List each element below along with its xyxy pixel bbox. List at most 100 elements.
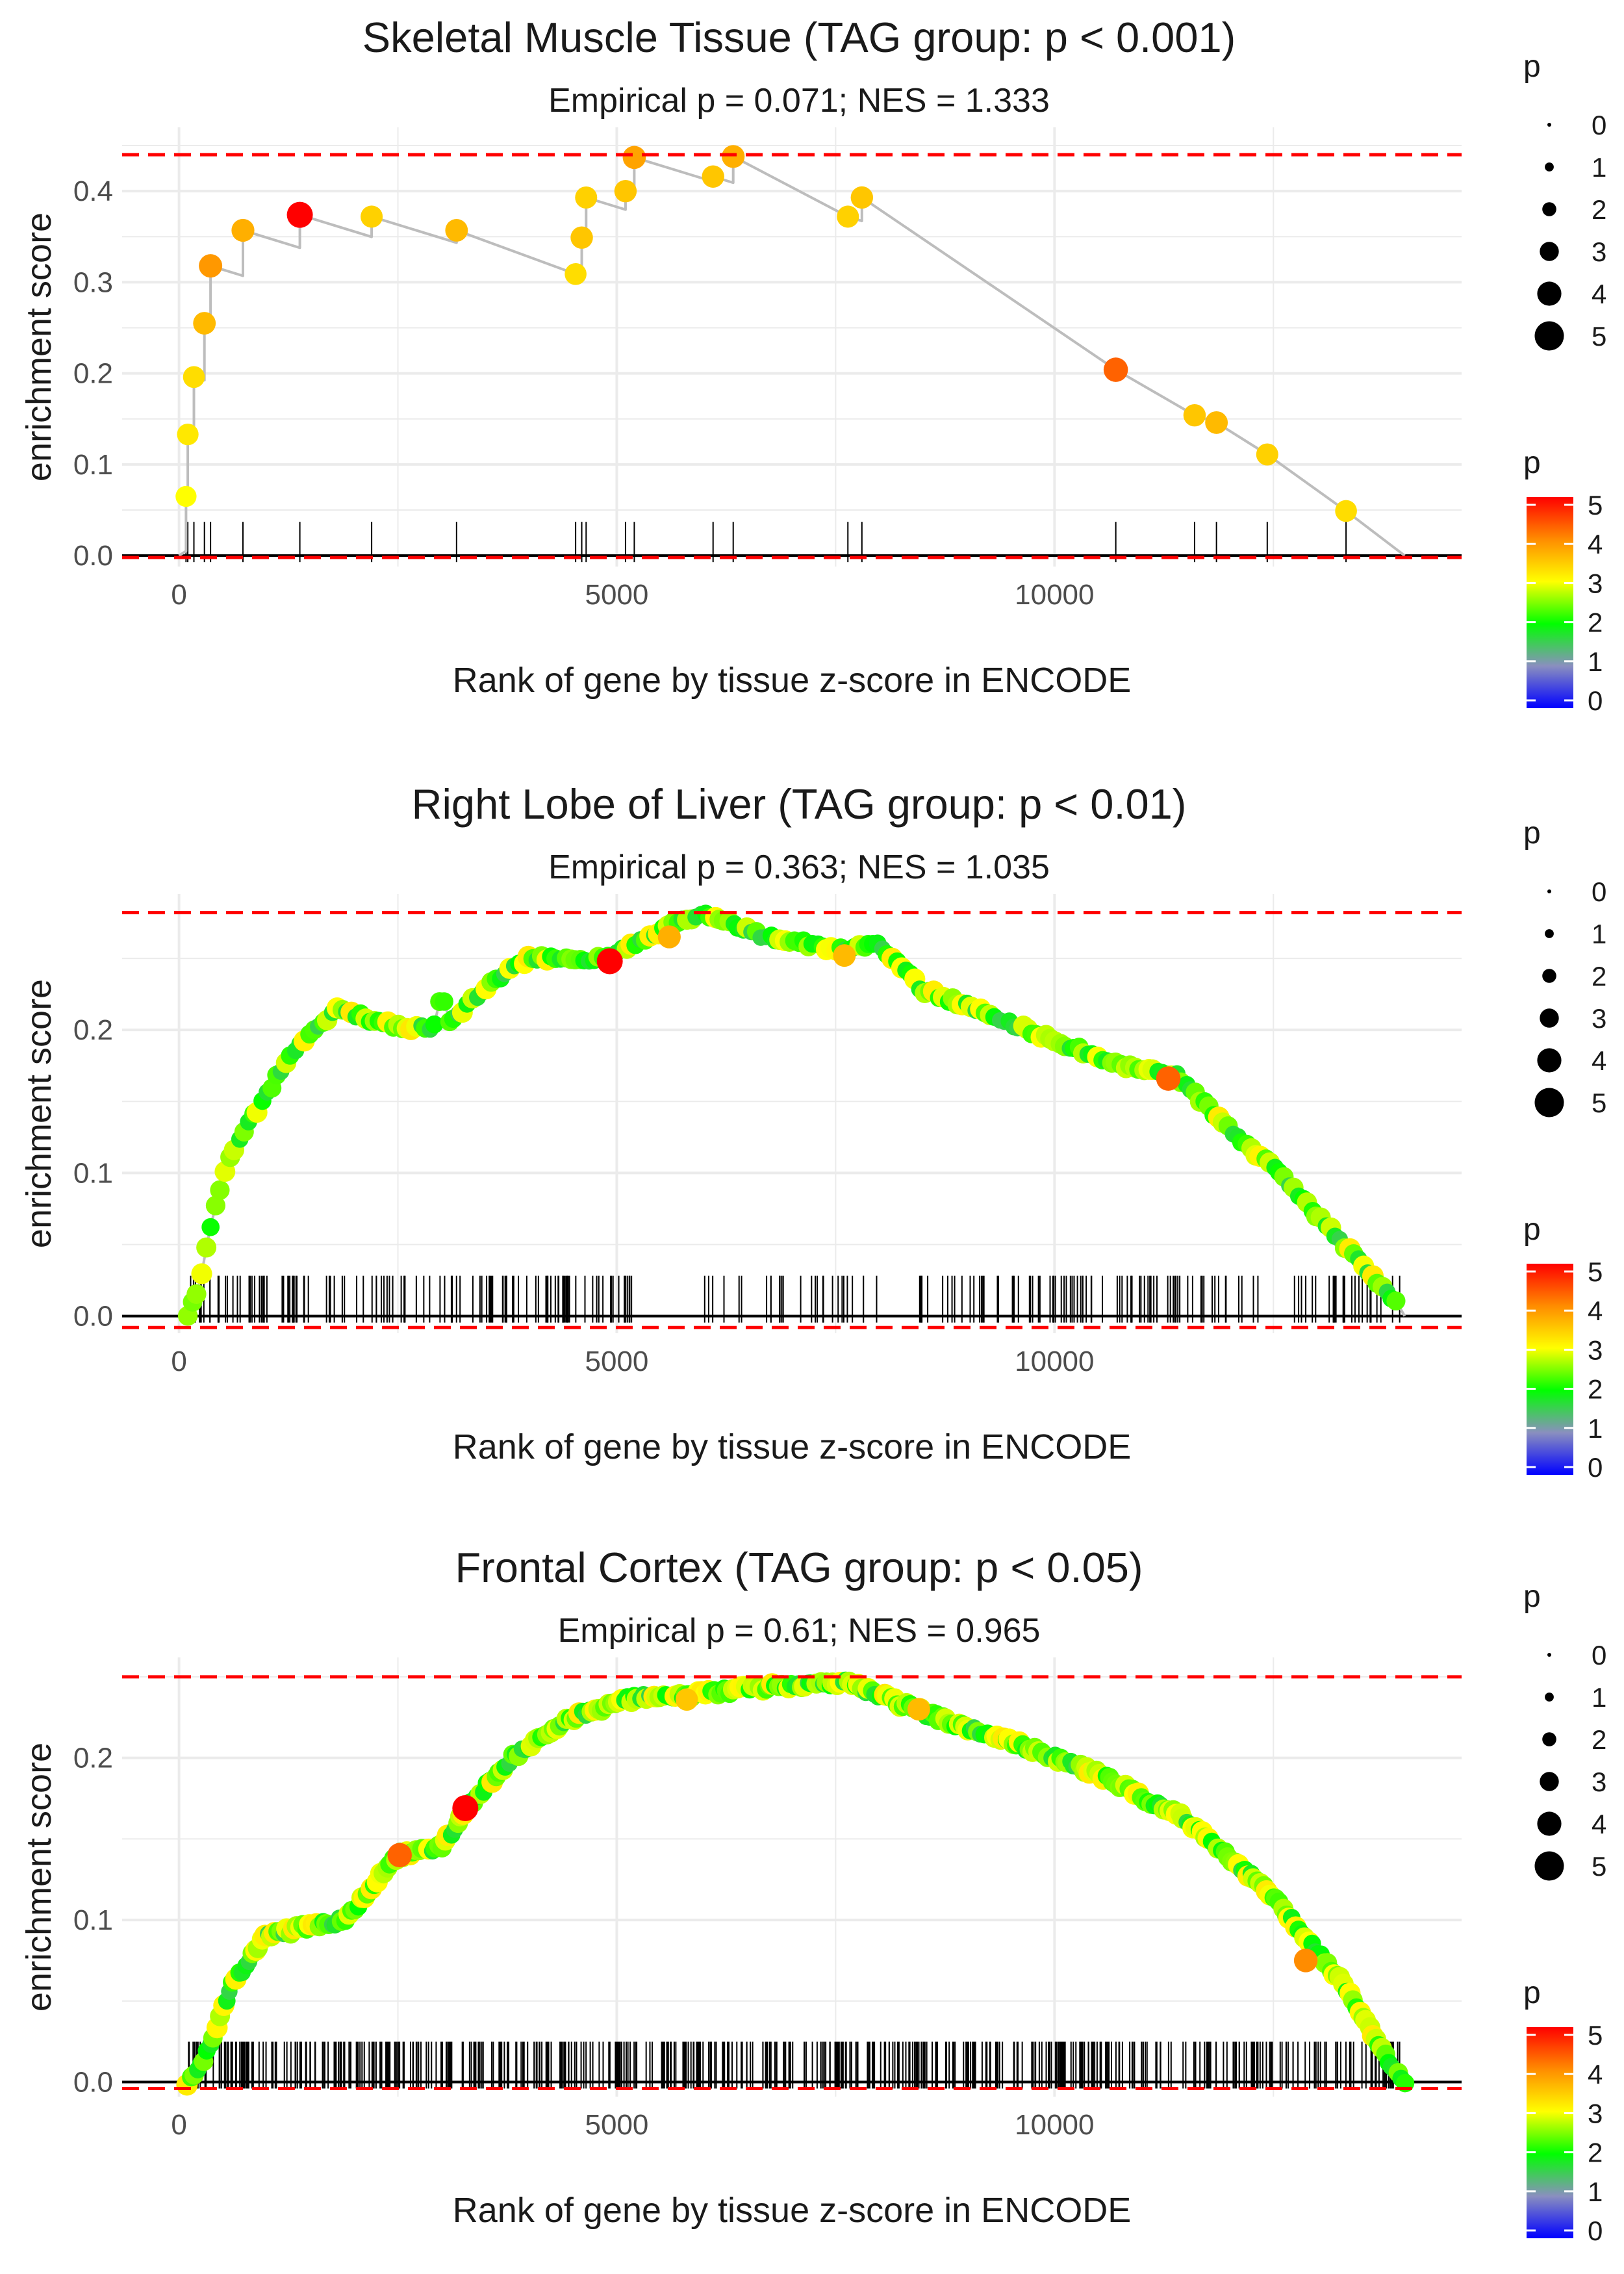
gene-point xyxy=(722,145,745,168)
y-tick-label: 0.0 xyxy=(73,540,113,572)
y-tick-label: 0.1 xyxy=(73,1157,113,1189)
gene-point xyxy=(435,992,453,1011)
legend-3: p 0 1 2 3 4 5 p 0 1 2 3 4 5 xyxy=(1523,1579,1606,2246)
size-legend-title: p xyxy=(1523,49,1541,84)
size-legend-label: 0 xyxy=(1592,1640,1606,1670)
size-legend-label: 0 xyxy=(1592,876,1606,907)
gene-point xyxy=(596,948,623,975)
size-legend-dot xyxy=(1537,1811,1562,1836)
y-axis-label: enrichment score xyxy=(19,212,58,481)
size-legend-title: p xyxy=(1523,1579,1541,1614)
color-legend-title: p xyxy=(1523,1976,1541,2010)
colorbar-label: 4 xyxy=(1588,529,1603,559)
gene-point xyxy=(570,226,593,249)
x-axis-label: Rank of gene by tissue z-score in ENCODE xyxy=(453,1427,1131,1466)
size-legend-label: 2 xyxy=(1592,194,1606,225)
gene-point xyxy=(286,201,313,228)
gene-point xyxy=(177,424,199,446)
legend-1: p 0 1 2 3 4 5 p 0 1 2 3 4 5 xyxy=(1523,49,1606,716)
y-axis-label: enrichment score xyxy=(19,979,58,1248)
gene-point xyxy=(387,1843,412,1868)
size-legend-label: 0 xyxy=(1592,110,1606,140)
size-legend-dot xyxy=(1540,1772,1559,1791)
size-legend-label: 5 xyxy=(1592,1851,1606,1882)
size-legend-label: 5 xyxy=(1592,321,1606,351)
y-tick-label: 0.0 xyxy=(73,1301,113,1333)
gene-point xyxy=(850,186,874,209)
size-legend-dot xyxy=(1542,969,1556,983)
gene-point xyxy=(231,218,255,242)
size-legend-dot xyxy=(1534,1088,1564,1118)
size-legend-dot xyxy=(1545,1693,1554,1702)
y-tick-label: 0.0 xyxy=(73,2067,113,2099)
x-tick-label: 5000 xyxy=(585,2109,649,2141)
y-tick-label: 0.2 xyxy=(73,1014,113,1046)
colorbar-label: 0 xyxy=(1588,1452,1603,1483)
gene-point xyxy=(1156,1066,1181,1091)
x-tick-label: 10000 xyxy=(1015,1346,1094,1377)
gene-point xyxy=(199,254,223,278)
colorbar-label: 3 xyxy=(1588,568,1603,598)
gene-point xyxy=(1293,1948,1318,1973)
colorbar-label: 3 xyxy=(1588,2098,1603,2128)
colorbar-label: 4 xyxy=(1588,1296,1603,1326)
chart-subtitle: Empirical p = 0.071; NES = 1.333 xyxy=(548,82,1050,120)
colorbar-label: 2 xyxy=(1588,1374,1603,1405)
gene-point xyxy=(565,262,587,285)
size-legend-dot xyxy=(1547,889,1551,893)
colorbar xyxy=(1527,2027,1573,2238)
colorbar xyxy=(1527,497,1573,708)
x-tick-label: 10000 xyxy=(1015,579,1094,611)
chart-subtitle: Empirical p = 0.61; NES = 0.965 xyxy=(558,1612,1041,1650)
size-legend-label: 2 xyxy=(1592,961,1606,991)
chart-panel-2: Right Lobe of Liver (TAG group: p < 0.01… xyxy=(19,780,1606,1483)
color-legend-title: p xyxy=(1523,446,1541,480)
chart-panel-3: Frontal Cortex (TAG group: p < 0.05) Empi… xyxy=(19,1544,1606,2246)
colorbar-label: 0 xyxy=(1588,2216,1603,2246)
size-legend-dot xyxy=(1540,242,1559,261)
size-legend-label: 5 xyxy=(1592,1088,1606,1118)
gene-point xyxy=(575,186,598,209)
gene-point xyxy=(452,1795,479,1821)
y-tick-label: 0.1 xyxy=(73,1904,113,1936)
size-legend-label: 4 xyxy=(1592,1045,1606,1076)
gene-point xyxy=(186,1284,207,1304)
size-legend-label: 3 xyxy=(1592,1003,1606,1034)
x-tick-label: 5000 xyxy=(585,1346,649,1377)
size-legend-label: 3 xyxy=(1592,236,1606,267)
size-legend-dot xyxy=(1547,123,1551,127)
legend-2: p 0 1 2 3 4 5 p 0 1 2 3 4 5 xyxy=(1523,816,1606,1483)
colorbar-label: 5 xyxy=(1588,490,1603,520)
colorbar-label: 1 xyxy=(1588,646,1603,677)
gene-point xyxy=(425,1015,444,1034)
colorbar xyxy=(1527,1264,1573,1475)
colorbar-label: 2 xyxy=(1588,607,1603,638)
size-legend-title: p xyxy=(1523,816,1541,850)
size-legend-dot xyxy=(1545,929,1554,938)
gene-point xyxy=(1335,500,1357,522)
gene-point xyxy=(622,146,646,170)
gene-point xyxy=(837,205,859,228)
gene-point xyxy=(614,179,637,203)
x-tick-label: 5000 xyxy=(585,579,649,611)
gene-point xyxy=(201,1218,220,1236)
gene-point xyxy=(1205,411,1228,434)
gene-point xyxy=(205,1195,226,1216)
gene-point xyxy=(445,219,468,242)
colorbar-label: 0 xyxy=(1588,685,1603,716)
size-legend-label: 4 xyxy=(1592,279,1606,309)
colorbar-label: 5 xyxy=(1588,2020,1603,2050)
y-axis-label: enrichment score xyxy=(19,1743,58,2012)
chart-title: Skeletal Muscle Tissue (TAG group: p < 0… xyxy=(362,14,1236,61)
colorbar-label: 1 xyxy=(1588,2177,1603,2207)
color-legend-title: p xyxy=(1523,1212,1541,1247)
size-legend-dot xyxy=(1534,321,1564,351)
gene-point xyxy=(1103,357,1128,382)
gene-point xyxy=(193,312,216,335)
gene-point xyxy=(1183,403,1206,427)
y-tick-label: 0.3 xyxy=(73,266,113,298)
colorbar-label: 3 xyxy=(1588,1335,1603,1365)
colorbar-label: 1 xyxy=(1588,1413,1603,1444)
gene-point xyxy=(175,485,197,507)
